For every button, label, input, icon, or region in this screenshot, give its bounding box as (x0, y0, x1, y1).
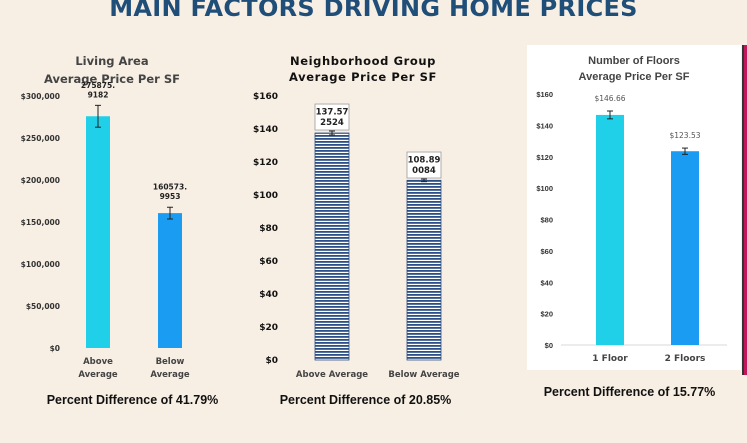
p2-y-tick-label: $100 (253, 191, 278, 201)
p3-category-label: 2 Floors (665, 354, 706, 364)
p1-category-label: Average (78, 370, 118, 380)
p3-y-tick-label: $0 (545, 341, 553, 350)
p1-category-label: Average (150, 370, 190, 380)
p3-y-tick-label: $160 (536, 90, 553, 99)
living-area-chart-svg: Living Area Average Price Per SF $0 $50,000… (21, 54, 190, 380)
p1-category-label: Above (83, 357, 113, 367)
p2-category-label: Above Average (296, 370, 368, 380)
p3-y-tick-label: $40 (540, 278, 553, 287)
page-title: MAIN FACTORS DRIVING HOME PRICES (109, 0, 638, 22)
p1-bar-1 (86, 116, 110, 349)
p3-bar-2 (671, 151, 699, 345)
p3-y-tick-label: $80 (540, 216, 553, 225)
number-of-floors-chart-svg: Number of Floors Average Price Per SF $0 $2… (536, 55, 727, 364)
p2-data-label: 0084 (412, 166, 436, 176)
p3-data-label: $123.53 (669, 131, 700, 140)
p1-bar-2 (158, 213, 182, 348)
p2-data-label: 108.89 (408, 156, 441, 166)
p3-data-label: $146.66 (594, 94, 625, 103)
p2-data-label-box (406, 151, 442, 179)
p2-title-line: Neighborhood Group (290, 54, 436, 68)
p2-y-tick-label: $60 (259, 257, 278, 267)
p2-y-tick-label: $20 (259, 323, 278, 333)
p1-y-tick-label: $0 (50, 344, 60, 353)
p1-y-tick-label: $150,000 (21, 218, 60, 227)
p2-bar-2 (406, 179, 442, 361)
p1-title-line: Average Price Per SF (44, 72, 180, 86)
p2-y-tick-label: $0 (265, 356, 278, 366)
p3-y-tick-label: $100 (536, 184, 553, 193)
p2-y-tick-label: $140 (253, 125, 278, 135)
right-edge-accent (744, 45, 747, 375)
p1-data-label: 160573. (153, 183, 187, 192)
p2-data-label: 137.57 (316, 108, 349, 118)
p1-y-tick-label: $100,000 (21, 260, 60, 269)
p3-y-tick-label: $60 (540, 247, 553, 256)
p1-data-label: 9182 (88, 90, 109, 99)
p2-data-label: 2524 (320, 118, 344, 128)
p1-y-tick-label: $200,000 (21, 176, 60, 185)
neighborhood-group-chart: Neighborhood Group Average Price Per SF $0… (240, 48, 485, 388)
p3-y-tick-label: $120 (536, 153, 553, 162)
p3-y-tick-label: $140 (536, 121, 553, 130)
p3-bar-1 (596, 114, 624, 345)
p1-data-label: 9953 (160, 192, 181, 201)
p1-y-tick-label: $300,000 (21, 92, 60, 101)
p1-category-label: Below (156, 357, 185, 367)
living-area-chart: Living Area Average Price Per SF $0 $50,000… (0, 48, 255, 388)
p3-category-label: 1 Floor (592, 354, 628, 364)
p2-y-tick-label: $40 (259, 290, 278, 300)
right-edge-divider (742, 45, 744, 375)
p2-data-label-box (314, 103, 350, 131)
neighborhood-group-chart-svg: Neighborhood Group Average Price Per SF $0… (253, 54, 460, 380)
p2-y-tick-label: $120 (253, 158, 278, 168)
p2-y-tick-label: $160 (253, 92, 278, 102)
p1-y-tick-label: $50,000 (26, 302, 60, 311)
p2-bar-1 (314, 132, 350, 361)
neighborhood-group-percent-difference: Percent Difference of 20.85% (279, 393, 452, 407)
p3-title-line: Number of Floors (588, 55, 680, 67)
p2-y-tick-label: $80 (259, 224, 278, 234)
number-of-floors-percent-difference: Percent Difference of 15.77% (543, 385, 716, 399)
p1-y-tick-label: $250,000 (21, 134, 60, 143)
p2-category-label: Below Average (388, 370, 459, 380)
p1-title-line: Living Area (75, 54, 148, 68)
p2-title-line: Average Price Per SF (289, 70, 437, 84)
p3-y-tick-label: $20 (540, 310, 553, 319)
p1-data-label: 275875. (81, 81, 115, 90)
number-of-floors-chart: Number of Floors Average Price Per SF $0 $2… (527, 45, 741, 370)
p3-title-line: Average Price Per SF (579, 71, 690, 83)
living-area-percent-difference: Percent Difference of 41.79% (46, 393, 219, 407)
